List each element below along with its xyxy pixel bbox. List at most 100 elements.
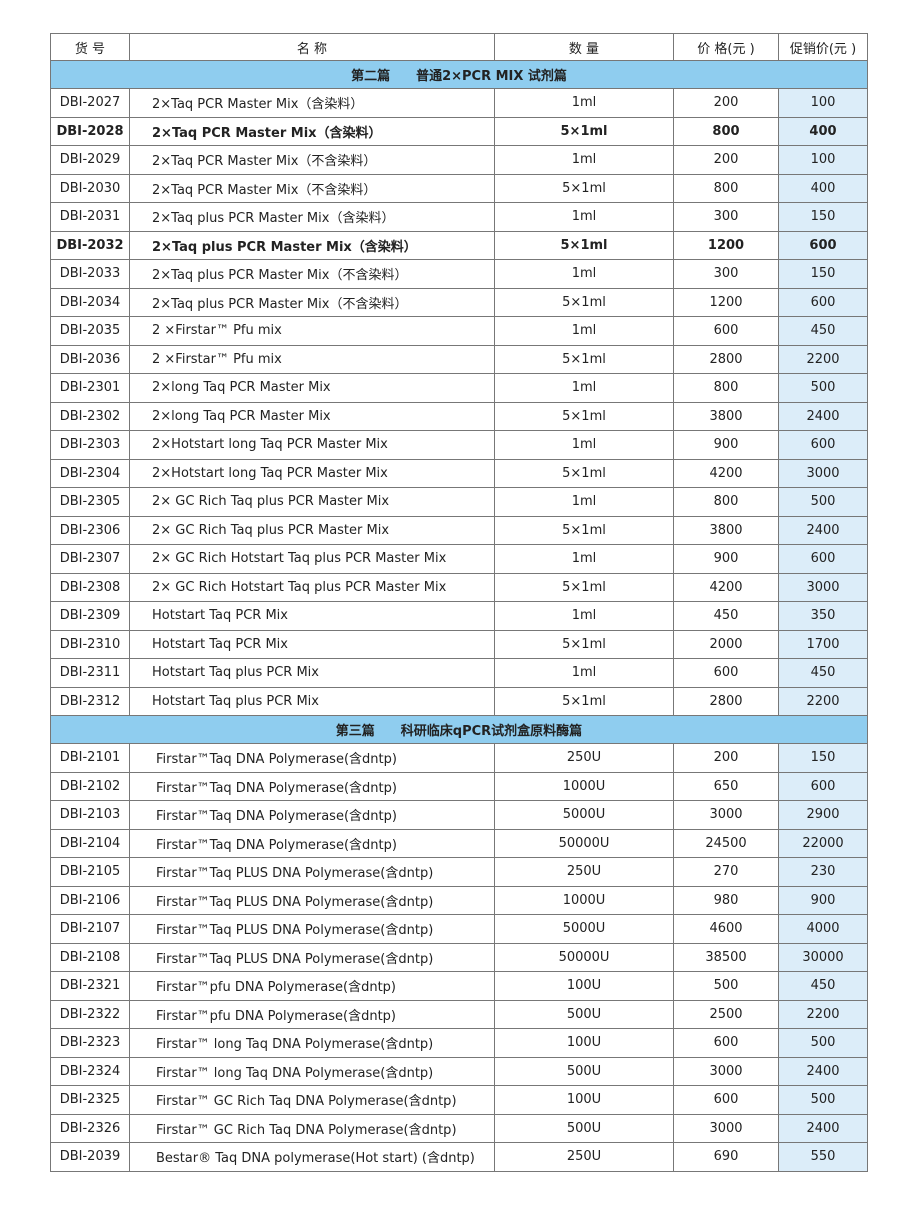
quantity: 50000U [494,828,674,858]
promo-price: 600 [778,544,868,574]
header-cell: 名 称 [129,33,495,61]
header-cell: 货 号 [50,33,130,61]
item-code: DBI-2306 [50,515,130,545]
product-name: 2×Taq PCR Master Mix（不含染料） [129,145,495,175]
product-name: Hotstart Taq PCR Mix [129,629,495,659]
product-name: Firstar™Taq DNA Polymerase(含dntp) [129,800,495,830]
item-code: DBI-2028 [50,116,130,146]
promo-price: 2200 [778,999,868,1029]
product-row: DBI-2308 2× GC Rich Hotstart Taq plus PCR… [50,572,868,602]
product-row: DBI-2311 Hotstart Taq plus PCR Mix 1ml 600 4… [50,658,868,688]
product-row: DBI-2029 2×Taq PCR Master Mix（不含染料） 1ml 200… [50,145,868,175]
price: 300 [673,259,779,289]
item-code: DBI-2324 [50,1056,130,1086]
product-name: Firstar™ GC Rich Taq DNA Polymerase(含dnt… [129,1113,495,1143]
product-name: Firstar™Taq PLUS DNA Polymerase(含dntp) [129,942,495,972]
product-row: DBI-2105 Firstar™Taq PLUS DNA Polymerase(… [50,857,868,887]
price: 500 [673,971,779,1001]
table-body: 货 号名 称数 量价 格(元 ) 促销价(元 ) 第二篇 普通2×PCR MIX 试… [50,33,868,1172]
item-code: DBI-2305 [50,487,130,517]
quantity: 1000U [494,885,674,915]
product-row: DBI-2302 2×long Taq PCR Master Mix 5×1ml 38… [50,401,868,431]
item-code: DBI-2032 [50,230,130,260]
section-title: 第二篇 普通2×PCR MIX 试剂篇 [50,60,868,89]
price: 600 [673,1085,779,1115]
price: 600 [673,316,779,346]
header-cell: 数 量 [494,33,674,61]
price: 800 [673,173,779,203]
promo-price: 500 [778,487,868,517]
item-code: DBI-2027 [50,88,130,118]
price: 270 [673,857,779,887]
product-row: DBI-2104 Firstar™Taq DNA Polymerase(含dntp… [50,828,868,858]
price: 300 [673,202,779,232]
price: 600 [673,658,779,688]
promo-price: 2200 [778,344,868,374]
price: 3000 [673,1113,779,1143]
product-row: DBI-2310 Hotstart Taq PCR Mix 5×1ml 2000 170… [50,629,868,659]
promo-price: 500 [778,373,868,403]
product-name: Firstar™Taq DNA Polymerase(含dntp) [129,771,495,801]
item-code: DBI-2326 [50,1113,130,1143]
promo-price: 450 [778,316,868,346]
item-code: DBI-2039 [50,1142,130,1172]
price: 200 [673,145,779,175]
promo-price: 100 [778,145,868,175]
quantity: 5000U [494,914,674,944]
product-name: 2×Taq PCR Master Mix（含染料） [129,116,495,146]
product-name: 2 ×Firstar™ Pfu mix [129,316,495,346]
quantity: 1ml [494,544,674,574]
quantity: 1ml [494,373,674,403]
product-name: Firstar™Taq PLUS DNA Polymerase(含dntp) [129,885,495,915]
product-row: DBI-2107 Firstar™Taq PLUS DNA Polymerase(… [50,914,868,944]
promo-price: 600 [778,230,868,260]
promo-price: 2400 [778,401,868,431]
price: 200 [673,743,779,773]
product-name: Firstar™Taq DNA Polymerase(含dntp) [129,743,495,773]
quantity: 250U [494,743,674,773]
section-row: 第二篇 普通2×PCR MIX 试剂篇 [50,60,868,89]
product-name: 2×Taq PCR Master Mix（含染料） [129,88,495,118]
item-code: DBI-2307 [50,544,130,574]
product-row: DBI-2102 Firstar™Taq DNA Polymerase(含dntp… [50,771,868,801]
product-row: DBI-2321 Firstar™pfu DNA Polymerase(含dntp… [50,971,868,1001]
quantity: 1ml [494,145,674,175]
product-row: DBI-2032 2×Taq plus PCR Master Mix（含染料） 5×… [50,230,868,260]
price: 24500 [673,828,779,858]
item-code: DBI-2321 [50,971,130,1001]
quantity: 1000U [494,771,674,801]
promo-price: 150 [778,259,868,289]
product-row: DBI-2036 2 ×Firstar™ Pfu mix 5×1ml 2800 2200 [50,344,868,374]
quantity: 5×1ml [494,116,674,146]
quantity: 5000U [494,800,674,830]
quantity: 5×1ml [494,344,674,374]
price: 800 [673,116,779,146]
price: 690 [673,1142,779,1172]
item-code: DBI-2303 [50,430,130,460]
product-row: DBI-2323 Firstar™ long Taq DNA Polymerase… [50,1028,868,1058]
product-row: DBI-2030 2×Taq PCR Master Mix（不含染料） 5×1ml 8… [50,173,868,203]
product-name: 2×long Taq PCR Master Mix [129,373,495,403]
item-code: DBI-2108 [50,942,130,972]
section-row: 第三篇 科研临床qPCR试剂盒原料酶篇 [50,715,868,744]
price: 4200 [673,572,779,602]
product-row: DBI-2305 2× GC Rich Taq plus PCR Master M… [50,487,868,517]
item-code: DBI-2302 [50,401,130,431]
price: 1200 [673,230,779,260]
price: 3800 [673,401,779,431]
quantity: 100U [494,1028,674,1058]
price: 3000 [673,1056,779,1086]
product-row: DBI-2309 Hotstart Taq PCR Mix 1ml 450 350 [50,601,868,631]
product-name: Bestar® Taq DNA polymerase(Hot start) (含… [129,1142,495,1172]
quantity: 5×1ml [494,629,674,659]
promo-price: 400 [778,173,868,203]
product-name: Firstar™pfu DNA Polymerase(含dntp) [129,971,495,1001]
product-name: 2×Hotstart long Taq PCR Master Mix [129,458,495,488]
product-row: DBI-2307 2× GC Rich Hotstart Taq plus PCR… [50,544,868,574]
quantity: 250U [494,857,674,887]
price: 38500 [673,942,779,972]
product-name: 2× GC Rich Taq plus PCR Master Mix [129,515,495,545]
price: 600 [673,1028,779,1058]
product-name: Hotstart Taq plus PCR Mix [129,658,495,688]
product-row: DBI-2027 2×Taq PCR Master Mix（含染料） 1ml 200 1… [50,88,868,118]
